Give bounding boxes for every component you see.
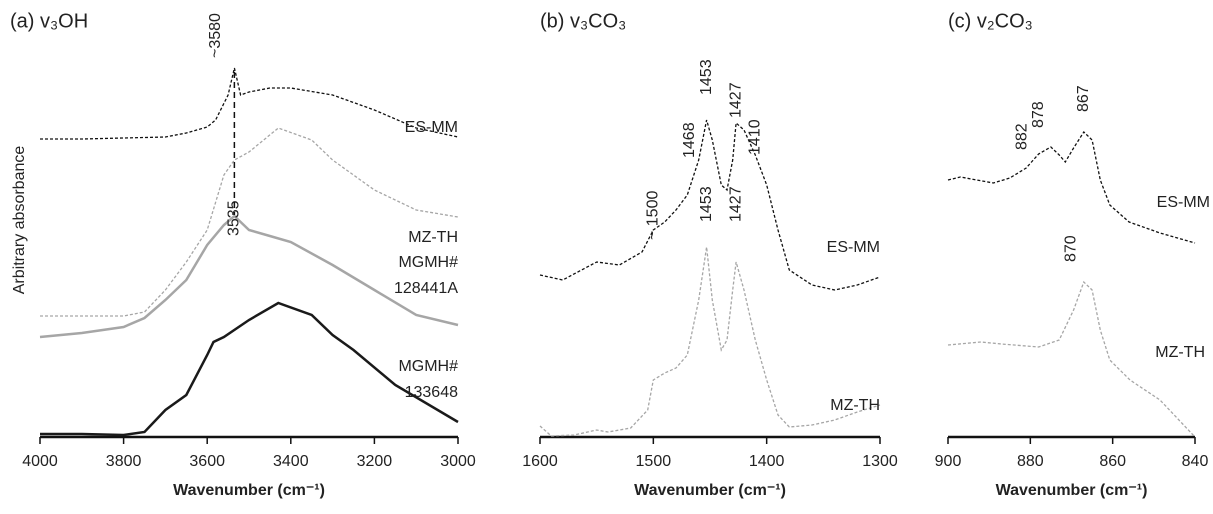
series-label: ES-MM (827, 239, 880, 256)
peak-label: 878 (1030, 101, 1047, 128)
x-tick-label: 3400 (273, 453, 309, 470)
x-tick-label: 1300 (862, 453, 898, 470)
peak-label: 1453 (698, 59, 715, 95)
series-label: MZ-TH (830, 397, 880, 414)
peak-label: 1410 (747, 119, 764, 155)
x-axis-title: Wavenumber (cm⁻¹) (996, 482, 1148, 499)
spectrum-line (947, 130, 1196, 244)
x-tick-label: 4000 (22, 453, 58, 470)
x-tick-label: 3000 (440, 453, 476, 470)
x-axis-title: Wavenumber (cm⁻¹) (173, 482, 325, 499)
x-tick-label: 3600 (189, 453, 225, 470)
series-label: MZ-TH (408, 229, 458, 246)
x-tick-label: 3800 (106, 453, 142, 470)
series-label: MZ-TH (1155, 344, 1205, 361)
x-tick-label: 840 (1182, 453, 1209, 470)
peak-label: 1453 (698, 186, 715, 222)
peak-label: ~3580 (207, 13, 224, 58)
x-tick-label: 860 (1099, 453, 1126, 470)
panel-title: (c) v₂CO₃ (948, 10, 1033, 32)
x-tick-label: 900 (935, 453, 962, 470)
peak-label: 1468 (681, 122, 698, 158)
peak-label: 867 (1075, 85, 1092, 112)
spectrum-line (40, 67, 459, 140)
series-label: ES-MM (1157, 194, 1210, 211)
spectrum-line (40, 301, 459, 437)
x-tick-label: 1600 (522, 453, 558, 470)
y-axis-title: Arbitrary absorbance (11, 146, 28, 295)
spectrum-line (947, 280, 1196, 438)
x-tick-label: 1500 (636, 453, 672, 470)
spectrum-line (539, 246, 881, 437)
x-axis-title: Wavenumber (cm⁻¹) (634, 482, 786, 499)
peak-label: 1427 (727, 82, 744, 118)
series-label: MGMH# 133648 (398, 358, 458, 401)
peak-label: 1427 (727, 186, 744, 222)
peak-label: 3535 (226, 200, 243, 236)
peak-label: ~ 1500 (645, 191, 662, 240)
series-label: ES-MM (405, 119, 458, 136)
x-tick-label: 1400 (749, 453, 785, 470)
peak-label: 870 (1063, 235, 1080, 262)
x-tick-label: 3200 (357, 453, 393, 470)
spectrum-line (40, 127, 459, 317)
peak-label: 882 (1013, 123, 1030, 150)
series-label: MGMH# 128441A (394, 254, 458, 297)
panel-title: (a) v₃OH (10, 10, 88, 32)
spectrum-line (539, 119, 881, 291)
panel-title: (b) v₃CO₃ (540, 10, 626, 32)
x-tick-label: 880 (1017, 453, 1044, 470)
spectrum-line (39, 214, 459, 339)
